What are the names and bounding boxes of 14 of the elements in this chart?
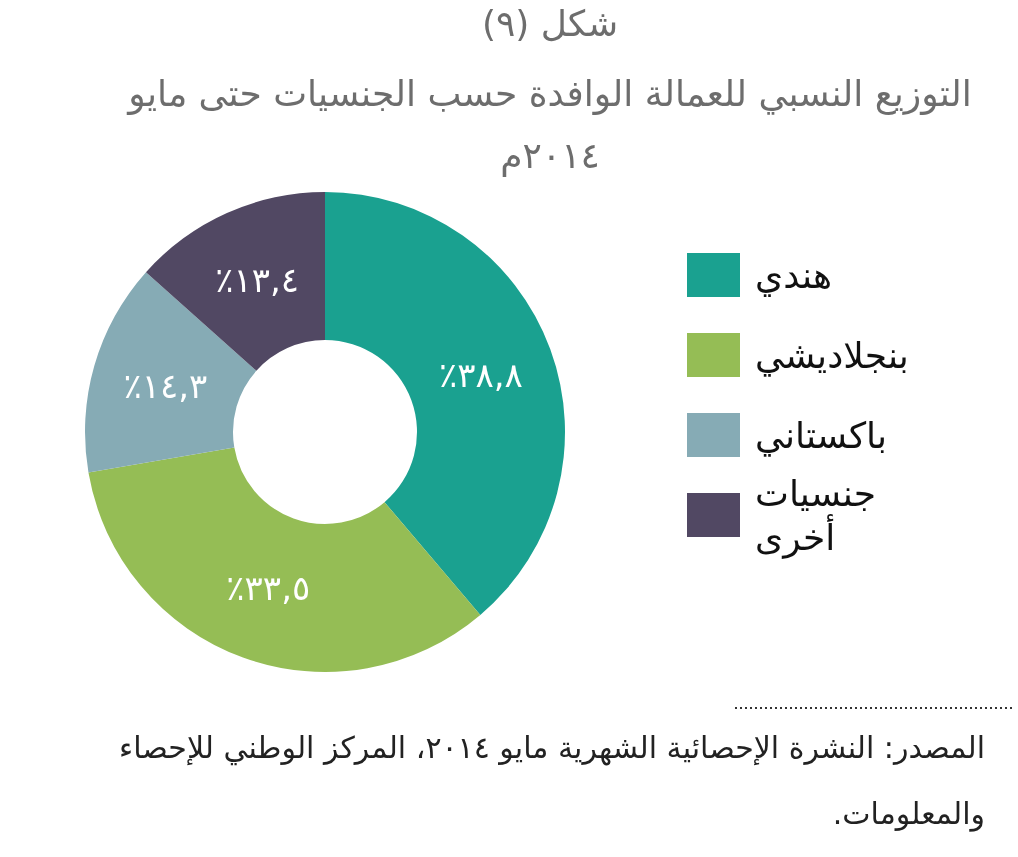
data-label: ٣٨,٨٪: [438, 354, 523, 395]
data-label: ١٤,٣٪: [123, 366, 208, 407]
chart-title: شكل (٩): [481, 3, 619, 44]
legend-label: بنجلاديشي: [755, 334, 909, 377]
legend-label: هندي: [755, 254, 832, 297]
data-label: ١٣,٤٪: [215, 260, 300, 301]
legend-label: جنسيات أخرى: [755, 472, 876, 559]
donut-slice: [325, 192, 565, 615]
donut-slice: [145, 192, 325, 371]
legend-label: باكستاني: [755, 414, 888, 457]
chart-subtitle: التوزيع النسبي للعمالة الوافدة حسب الجنسيات حتى مايو ٢٠١٤م: [126, 73, 972, 177]
text: المصدر: النشرة الإحصائية الشهرية مايو ٢٠١٤، المركز الوطني للإحصاء والمعلومات.: [119, 730, 985, 832]
data-label: ٣٣,٥٪: [226, 567, 311, 608]
donut-slice: [88, 447, 481, 672]
